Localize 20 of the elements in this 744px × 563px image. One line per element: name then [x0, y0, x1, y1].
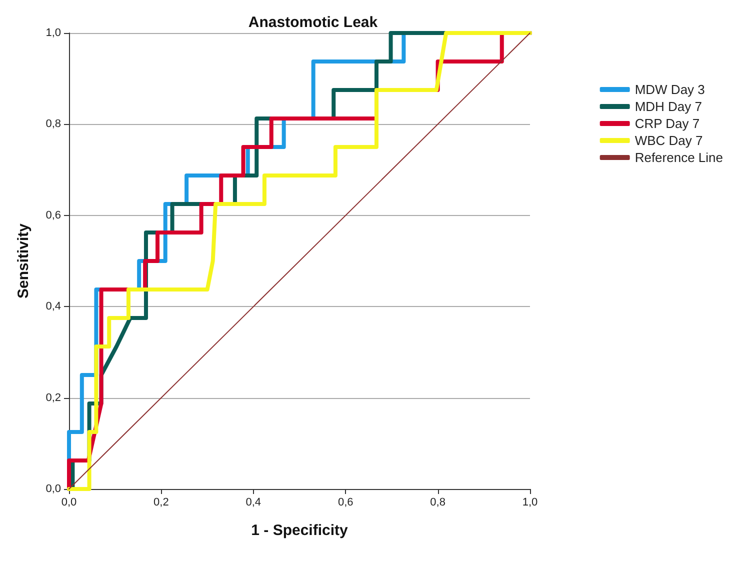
legend-label: MDW Day 3: [634, 82, 705, 97]
legend-label: MDH Day 7: [634, 99, 702, 114]
x-tick-label: 1,0: [522, 496, 538, 508]
x-tick-label: 0,2: [154, 496, 169, 508]
x-tick-label: 0,8: [430, 496, 446, 508]
legend-label: CRP Day 7: [634, 116, 700, 131]
y-tick-label: 0,8: [46, 118, 61, 130]
legend-label: WBC Day 7: [634, 133, 703, 148]
y-tick-label: 0,6: [46, 209, 61, 222]
legend-label: Reference Line: [634, 150, 724, 165]
y-axis-title: Sensitivity: [15, 222, 32, 299]
y-tick-label: 1,0: [46, 27, 61, 39]
y-tick-label: 0,2: [46, 392, 61, 404]
y-tick-label: 0,0: [46, 483, 61, 495]
x-tick-label: 0,6: [338, 496, 354, 508]
x-tick-label: 0,4: [246, 496, 262, 508]
x-tick-label: 0,0: [61, 496, 77, 508]
x-axis-title: 1 - Specificity: [251, 522, 349, 539]
chart-title: Anastomotic Leak: [248, 14, 378, 31]
y-tick-label: 0,4: [46, 300, 61, 313]
